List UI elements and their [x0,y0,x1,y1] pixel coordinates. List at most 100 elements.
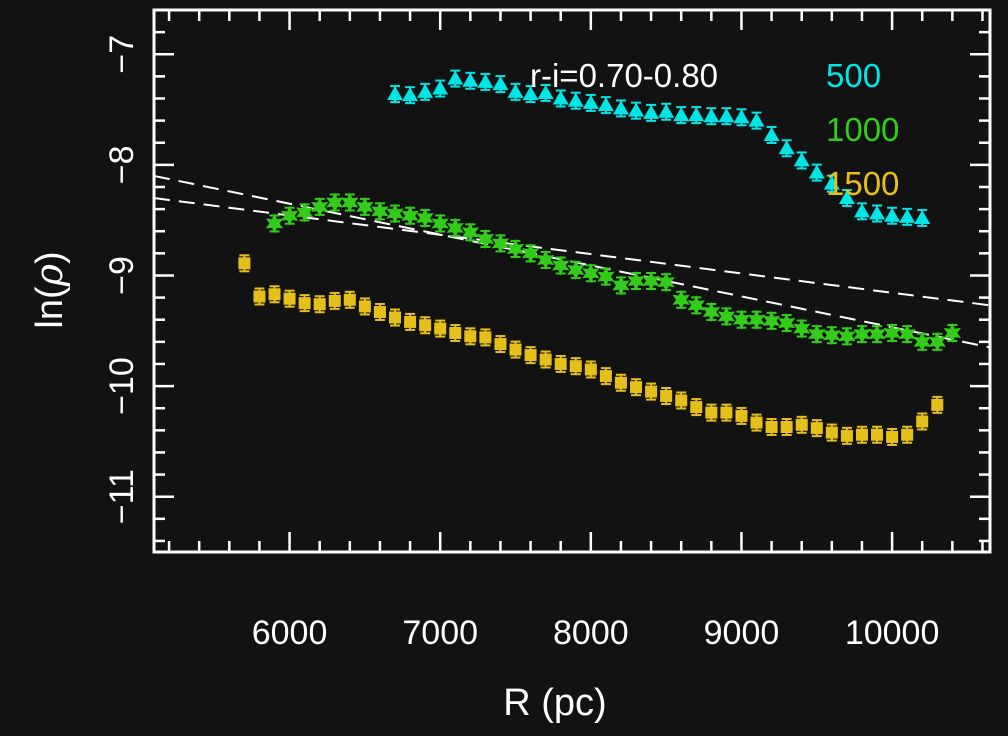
data-point [356,196,374,217]
axis-ticks: 6000 7000 8000 9000 10000 −7 −8 −9 −10 −11 [103,8,990,652]
data-point [387,86,404,101]
data-point [522,86,539,101]
data-point [943,323,961,343]
data-point [823,175,840,190]
data-point [343,293,356,306]
legend: 500 1000 1500 [826,57,899,202]
data-point [582,263,600,284]
data-point [658,103,675,118]
data-point [491,233,510,254]
y-tick-label: −9 [103,256,141,295]
data-point [416,208,434,228]
data-point [554,357,567,370]
data-point [432,80,449,95]
data-point [567,259,585,280]
data-point [417,83,434,98]
y-tick-label: −11 [103,469,141,524]
data-point [584,363,597,376]
data-point [884,207,901,222]
data-point [599,370,612,383]
data-point [808,324,826,345]
data-point [328,294,341,307]
data-point [268,288,281,301]
data-point [326,192,344,213]
data-point [296,202,314,223]
data-point [838,326,856,347]
data-point [373,305,386,318]
data-point [627,271,645,291]
data-point [537,250,555,270]
data-point [419,319,432,332]
data-point [793,152,810,167]
y-axis-title-prefix: ln( [29,286,71,329]
data-point [446,217,464,238]
data-point [597,97,614,112]
data-point [612,275,630,296]
y-axis-title: ln(ρ) [27,251,71,328]
data-point [765,421,778,434]
data-point [462,72,479,87]
data-point [853,203,870,218]
data-point [733,109,750,124]
data-point [899,208,916,223]
data-point [524,349,537,362]
data-point [552,255,570,276]
y-tick-label: −7 [103,35,141,74]
plot-frame [152,8,992,554]
data-point [747,309,766,330]
data-point [642,271,660,291]
x-axis-title: R (pc) [503,682,606,724]
data-point [703,108,720,123]
data-point [311,196,329,217]
data-point [748,112,765,127]
data-point [358,300,371,313]
data-point [825,426,838,439]
data-point [552,90,569,105]
data-point [931,398,944,411]
data-point [795,418,808,431]
x-tick-label: 10000 [845,614,940,652]
y-tick-label: −8 [103,145,141,184]
data-point [280,205,299,226]
data-point [660,390,673,403]
data-point [898,324,916,345]
data-point [657,272,675,293]
data-point [687,295,705,316]
data-point [735,409,748,422]
data-point [823,325,841,346]
data-point [479,331,492,344]
data-point [690,401,703,414]
legend-entry-1000: 1000 [826,111,899,148]
data-point [810,422,823,435]
data-point [732,309,751,330]
data-point [778,140,795,155]
y-tick-label: −10 [103,357,141,415]
data-point [537,84,554,99]
data-point [673,107,690,122]
x-tick-label: 8000 [553,614,629,652]
data-point [507,83,524,98]
data-point [855,428,868,441]
data-point [612,100,629,115]
data-point [763,126,780,141]
data-point [702,302,720,322]
legend-entry-1500: 1500 [826,165,899,202]
data-point [914,209,931,224]
data-point [928,331,946,352]
data-point [838,190,855,205]
data-point [628,102,645,117]
data-point [461,222,479,243]
y-axis-title-suffix: ) [29,251,71,264]
data-point [762,310,781,331]
data-point [614,376,627,389]
data-point [386,203,404,224]
data-point [672,289,690,310]
data-point [808,164,825,179]
data-point [793,318,811,339]
data-point [477,73,494,88]
data-point [431,213,449,234]
series-1000 [265,192,961,352]
data-point [238,257,251,270]
data-point [464,330,477,343]
